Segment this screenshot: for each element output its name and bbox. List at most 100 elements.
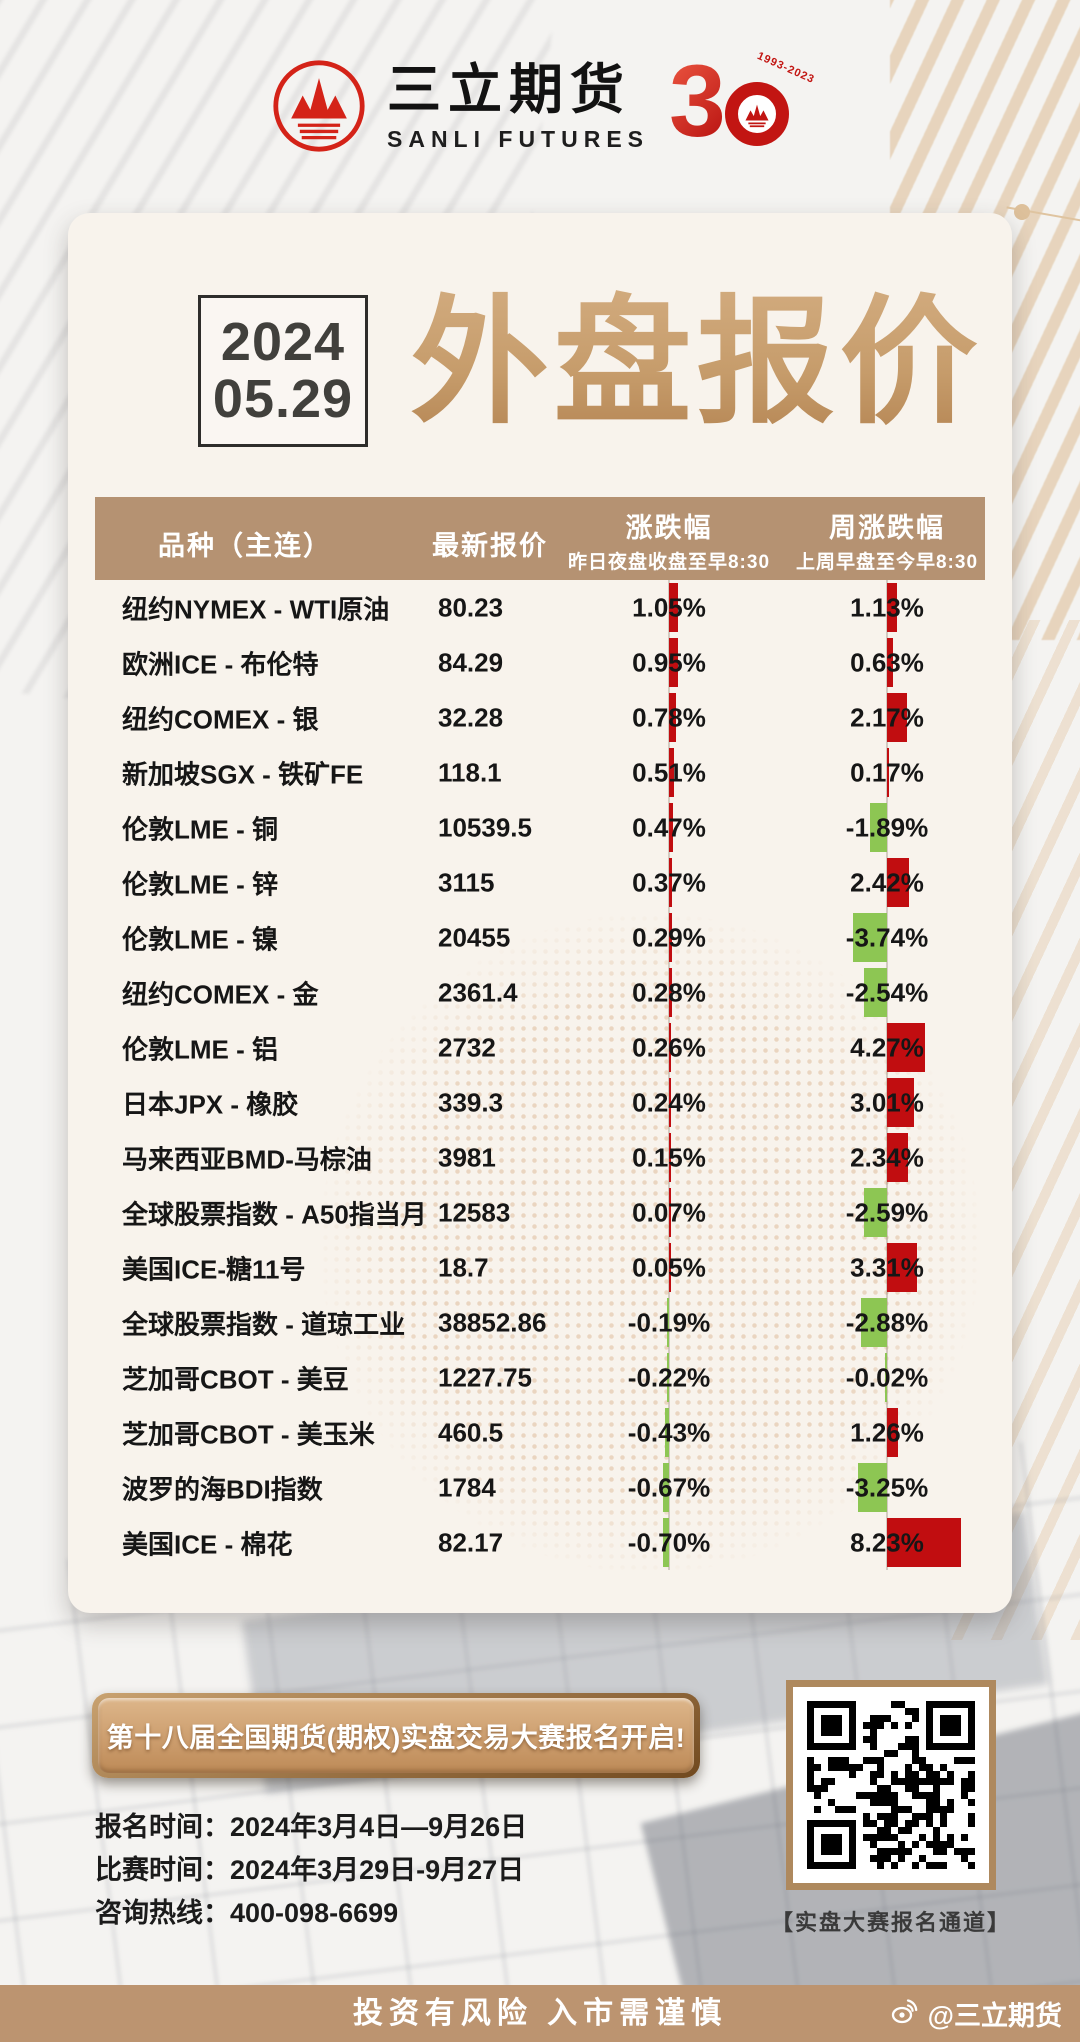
daily-change-value: 1.05% [632, 592, 706, 622]
weekly-change-value: 8.23% [850, 1527, 924, 1557]
page-title: 外盘报价 [404, 268, 989, 458]
table-row: 伦敦LME - 镍 20455 0.29% -3.74% [95, 910, 985, 965]
weekly-change-bar [885, 1353, 887, 1402]
weekly-change-value: 0.63% [850, 647, 924, 677]
product-name: 马来西亚BMD-马棕油 [122, 1144, 372, 1174]
table-row: 芝加哥CBOT - 美玉米 460.5 -0.43% 1.26% [95, 1405, 985, 1460]
table-row: 伦敦LME - 铜 10539.5 0.47% -1.89% [95, 800, 985, 855]
daily-change-value: -0.19% [627, 1307, 711, 1337]
weekly-change-value: 4.27% [850, 1032, 924, 1062]
table-header: 品种（主连） 最新报价 涨跌幅 昨日夜盘收盘至早8:30 周涨跌幅 上周早盘至今… [95, 497, 985, 580]
weekly-change-bar [887, 693, 907, 742]
product-name: 美国ICE - 棉花 [122, 1529, 293, 1559]
last-price: 18.7 [438, 1252, 489, 1282]
table-row: 美国ICE - 棉花 82.17 -0.70% 8.23% [95, 1515, 985, 1570]
col-header-weekly-change-sub: 上周早盘至今早8:30 [795, 552, 979, 573]
daily-change-value: 0.51% [632, 757, 706, 787]
daily-change-bar [669, 1133, 671, 1182]
product-name: 波罗的海BDI指数 [122, 1474, 323, 1504]
table-row: 芝加哥CBOT - 美豆 1227.75 -0.22% -0.02% [95, 1350, 985, 1405]
contest-banner: 第十八届全国期货(期权)实盘交易大赛报名开启! [92, 1693, 700, 1778]
weekly-change-bar [887, 1518, 962, 1567]
anniversary-ring-icon [725, 82, 789, 146]
daily-change-value: 0.47% [632, 812, 706, 842]
daily-change-value: 0.05% [632, 1252, 706, 1282]
weekly-change-value: 1.13% [850, 592, 924, 622]
contest-banner-inner: 第十八届全国期货(期权)实盘交易大赛报名开启! [98, 1698, 694, 1773]
weekly-change-value: 1.26% [850, 1417, 924, 1447]
weekly-change-bar [887, 1078, 915, 1127]
table-row: 新加坡SGX - 铁矿FE 118.1 0.51% 0.17% [95, 745, 985, 800]
daily-change-bar [669, 1188, 671, 1237]
table-row: 纽约COMEX - 金 2361.4 0.28% -2.54% [95, 965, 985, 1020]
last-price: 2361.4 [438, 977, 518, 1007]
weekly-change-bar [887, 1408, 899, 1457]
date-box: 2024 05.29 [198, 295, 368, 447]
date-month-day: 05.29 [212, 369, 354, 429]
table-row: 伦敦LME - 锌 3115 0.37% 2.42% [95, 855, 985, 910]
table-rows: 纽约NYMEX - WTI原油 80.23 1.05% 1.13% 欧洲ICE - 布伦… [95, 580, 985, 1570]
date-year: 2024 [220, 312, 346, 373]
last-price: 80.23 [438, 592, 504, 622]
daily-change-value: 0.95% [632, 647, 706, 677]
weibo-handle: @三立期货 [889, 1985, 1062, 2042]
product-name: 伦敦LME - 铜 [122, 814, 278, 844]
last-price: 460.5 [438, 1417, 504, 1447]
table-row: 波罗的海BDI指数 1784 -0.67% -3.25% [95, 1460, 985, 1515]
sanli-emblem-icon [271, 58, 367, 159]
anniversary-years: 1993-2023 [755, 49, 817, 87]
col-header-daily-change: 涨跌幅 [625, 513, 713, 543]
daily-change-bar [669, 858, 673, 907]
weibo-icon [889, 1995, 921, 2032]
product-name: 全球股票指数 - A50指当月 [122, 1199, 427, 1229]
product-name: 伦敦LME - 锌 [122, 869, 278, 899]
weekly-change-bar [887, 1023, 926, 1072]
col-header-product: 品种（主连） [158, 531, 332, 561]
daily-change-value: 0.15% [632, 1142, 706, 1172]
weekly-change-value: -2.88% [845, 1307, 929, 1337]
qr-caption: 【实盘大赛报名通道】 [770, 1910, 1011, 1935]
table-row: 伦敦LME - 铝 2732 0.26% 4.27% [95, 1020, 985, 1075]
anniversary-30-logo: 3 1993-2023 [669, 50, 817, 158]
table-row: 日本JPX - 橡胶 339.3 0.24% 3.01% [95, 1075, 985, 1130]
daily-change-value: 0.29% [632, 922, 706, 952]
weekly-change-bar [887, 583, 898, 632]
last-price: 12583 [438, 1197, 511, 1227]
contest-banner-text: 第十八届全国期货(期权)实盘交易大赛报名开启! [106, 1723, 686, 1753]
hotline-line: 咨询热线：400-098-6699 [95, 1898, 399, 1928]
brand-name: 三立期货 SANLI FUTURES [387, 63, 649, 153]
contest-info: 报名时间：2024年3月4日—9月26日 比赛时间：2024年3月29日-9月2… [95, 1806, 695, 1935]
product-name: 日本JPX - 橡胶 [122, 1089, 299, 1119]
qr-code-pattern [807, 1701, 975, 1869]
table-row: 纽约NYMEX - WTI原油 80.23 1.05% 1.13% [95, 580, 985, 635]
table-row: 欧洲ICE - 布伦特 84.29 0.95% 0.63% [95, 635, 985, 690]
product-name: 伦敦LME - 镍 [122, 924, 278, 954]
weekly-change-bar [869, 803, 887, 852]
daily-change-bar [665, 1408, 669, 1457]
footer-bar: 投资有风险 入市需谨慎 @三立期货 [0, 1985, 1080, 2042]
product-name: 纽约COMEX - 金 [122, 979, 319, 1009]
weekly-change-value: 2.34% [850, 1142, 924, 1172]
product-name: 芝加哥CBOT - 美豆 [122, 1364, 349, 1394]
table-row: 纽约COMEX - 银 32.28 0.78% 2.17% [95, 690, 985, 745]
daily-change-bar [667, 1353, 669, 1402]
product-name: 新加坡SGX - 铁矿FE [122, 759, 364, 789]
daily-change-bar [669, 583, 679, 632]
contest-time-line: 比赛时间：2024年3月29日-9月27日 [95, 1855, 525, 1885]
daily-change-bar [667, 1298, 669, 1347]
table-row: 马来西亚BMD-马棕油 3981 0.15% 2.34% [95, 1130, 985, 1185]
daily-change-value: 0.78% [632, 702, 706, 732]
weekly-change-bar [887, 638, 893, 687]
daily-change-bar [669, 1023, 672, 1072]
daily-change-bar [669, 968, 672, 1017]
qr-code [786, 1680, 996, 1890]
last-price: 38852.86 [438, 1307, 547, 1337]
weekly-change-bar [887, 1243, 917, 1292]
last-price: 1227.75 [438, 1362, 532, 1392]
table-row: 美国ICE-糖11号 18.7 0.05% 3.31% [95, 1240, 985, 1295]
daily-change-value: -0.67% [627, 1472, 711, 1502]
product-name: 纽约NYMEX - WTI原油 [122, 594, 390, 624]
weekly-change-value: -2.59% [845, 1197, 929, 1227]
col-header-weekly-change: 周涨跌幅 [829, 513, 945, 543]
decor-connector-dot [1014, 204, 1030, 220]
